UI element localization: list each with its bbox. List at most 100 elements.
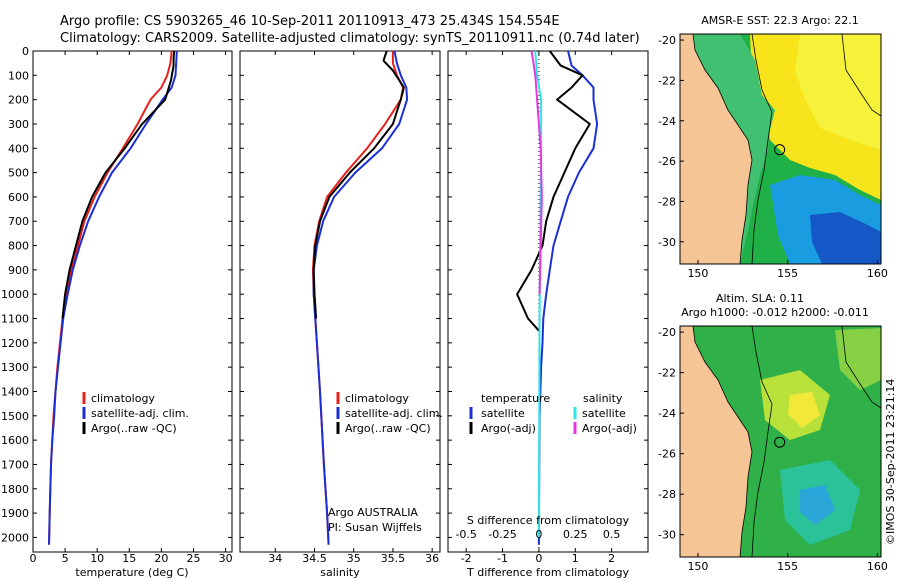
salinity-panel: 34 34.5 35 35.5 36 salinity climatology sate… (239, 50, 443, 579)
lat-tick-label: -24 (658, 407, 676, 420)
depth-tick-label: 2000 (1, 531, 29, 544)
legend-label-s-argo: Argo(-adj) (582, 422, 637, 435)
lon-tick-label: 150 (687, 267, 708, 280)
x-tick-label: 35.5 (381, 552, 406, 565)
depth-tick-label: 500 (8, 167, 29, 180)
salinity-depth-ticks (240, 50, 440, 538)
difference-xlabel-top: S difference from climatology (467, 514, 630, 527)
depth-tick-label: 1800 (1, 483, 29, 496)
sst-map-title: AMSR-E SST: 22.3 Argo: 22.1 (701, 14, 859, 27)
temperature-panel: 0100200300400500600700800900100011001200… (1, 45, 233, 579)
sst-map-ticks: 150 155 160 -20 -22 -24 -26 -28 -30 (658, 34, 888, 280)
depth-tick-label: 600 (8, 191, 29, 204)
x-tick-label: 0 (30, 552, 37, 565)
depth-tick-label: 800 (8, 240, 29, 253)
x-tick-label: -2 (461, 552, 472, 565)
sst-warmest-region (795, 34, 881, 150)
x-tick-label: 1 (572, 552, 579, 565)
salinity-series (311, 51, 409, 545)
salinity-xlabel: salinity (320, 566, 360, 579)
sst-float-position (774, 144, 786, 156)
difference-xlabel-bottom: T difference from climatology (466, 566, 629, 579)
depth-tick-label: 300 (8, 118, 29, 131)
sla-high-region-2 (835, 328, 881, 390)
lat-tick-label: -20 (658, 326, 676, 339)
temperature-x-ticks: 0 5 10 15 20 25 30 (30, 51, 233, 565)
legend-label-s-satellite: satellite (582, 407, 626, 420)
s-tick-label: 0.25 (563, 528, 588, 541)
series-line-t-satellite (537, 51, 599, 545)
lon-tick-label: 155 (777, 560, 798, 573)
lat-tick-label: -22 (658, 74, 676, 87)
series-line-argo-raw-qc (312, 51, 405, 319)
legend-label-satellite: satellite-adj. clim. (91, 407, 189, 420)
sla-float-position (774, 436, 786, 448)
x-tick-label: -1 (497, 552, 508, 565)
legend-title-salinity: salinity (583, 392, 623, 405)
copyright-timestamp: ©IMOS 30-Sep-2011 23:21:14 (884, 379, 897, 545)
x-tick-label: 36 (425, 552, 439, 565)
x-tick-label: 34.5 (302, 552, 327, 565)
legend-label-t-satellite: satellite (481, 407, 525, 420)
sla-map-ticks: 150 155 160 -20 -22 -24 -26 -28 -30 (658, 326, 888, 573)
lat-tick-label: -28 (658, 195, 676, 208)
depth-tick-label: 1000 (1, 288, 29, 301)
difference-series (516, 51, 599, 545)
pi-annotation: PI: Susan Wijffels (328, 521, 422, 534)
sst-map-frame (679, 33, 882, 265)
salinity-legend: climatology satellite-adj. clim. Argo(..… (336, 392, 443, 435)
lat-tick-label: -24 (658, 115, 676, 128)
legend-label-t-argo: Argo(-adj) (481, 422, 536, 435)
series-line-s-argo-adj (530, 51, 543, 295)
sla-isobath-1 (751, 326, 773, 557)
lon-tick-label: 155 (777, 267, 798, 280)
sla-map-subtitle: Argo h1000: -0.012 h2000: -0.011 (681, 306, 869, 319)
series-line-satellite-adj-clim (312, 51, 409, 545)
salinity-x-ticks: 34 34.5 35 35.5 36 (268, 51, 439, 565)
legend-label-argo: Argo(..raw -QC) (345, 422, 431, 435)
depth-tick-label: 900 (8, 264, 29, 277)
sla-map-frame (679, 325, 882, 558)
depth-tick-label: 1400 (1, 385, 29, 398)
x-tick-label: 20 (154, 552, 168, 565)
legend-label-climatology: climatology (91, 392, 155, 405)
lat-tick-label: -26 (658, 155, 676, 168)
depth-tick-label: 1600 (1, 434, 29, 447)
difference-legend: temperature satellite Argo(-adj) salinit… (469, 392, 637, 435)
difference-x-ticks: -2 -1 0 1 2 (461, 51, 615, 565)
x-tick-label: 35 (347, 552, 361, 565)
x-tick-label: 34 (268, 552, 282, 565)
sla-peak-region (788, 392, 820, 428)
sla-land (680, 326, 752, 557)
s-tick-label: -0.25 (488, 528, 516, 541)
x-tick-label: 25 (186, 552, 200, 565)
legend-title-temperature: temperature (481, 392, 550, 405)
depth-tick-label: 1100 (1, 313, 29, 326)
sst-land (680, 34, 752, 264)
depth-tick-label: 100 (8, 69, 29, 82)
difference-panel: -2 -1 0 1 2 T difference from climatology S … (447, 50, 649, 579)
lat-tick-label: -20 (658, 34, 676, 47)
legend-label-climatology: climatology (345, 392, 409, 405)
depth-tick-label: 700 (8, 215, 29, 228)
sla-isobath-2 (841, 326, 881, 409)
series-line-argo-raw-qc (61, 51, 176, 319)
temperature-series (48, 51, 178, 545)
temperature-frame (32, 50, 233, 553)
lat-tick-label: -26 (658, 448, 676, 461)
sst-map-field (680, 34, 881, 264)
program-annotation: Argo AUSTRALIA (328, 506, 418, 519)
depth-tick-label: 1300 (1, 361, 29, 374)
lon-tick-label: 150 (687, 560, 708, 573)
lat-tick-label: -30 (658, 529, 676, 542)
x-tick-label: 2 (608, 552, 615, 565)
lon-tick-label: 160 (867, 267, 888, 280)
s-tick-label: 0 (535, 528, 542, 541)
temperature-legend: climatology satellite-adj. clim. Argo(..… (82, 392, 189, 435)
difference-frame (447, 50, 649, 553)
temperature-depth-ticks: 0 100 200 300 400 500 600 700 800 900 1000 1100 1200… (1, 45, 232, 544)
depth-tick-label: 1700 (1, 458, 29, 471)
lat-tick-label: -28 (658, 488, 676, 501)
depth-tick-label: 1500 (1, 410, 29, 423)
